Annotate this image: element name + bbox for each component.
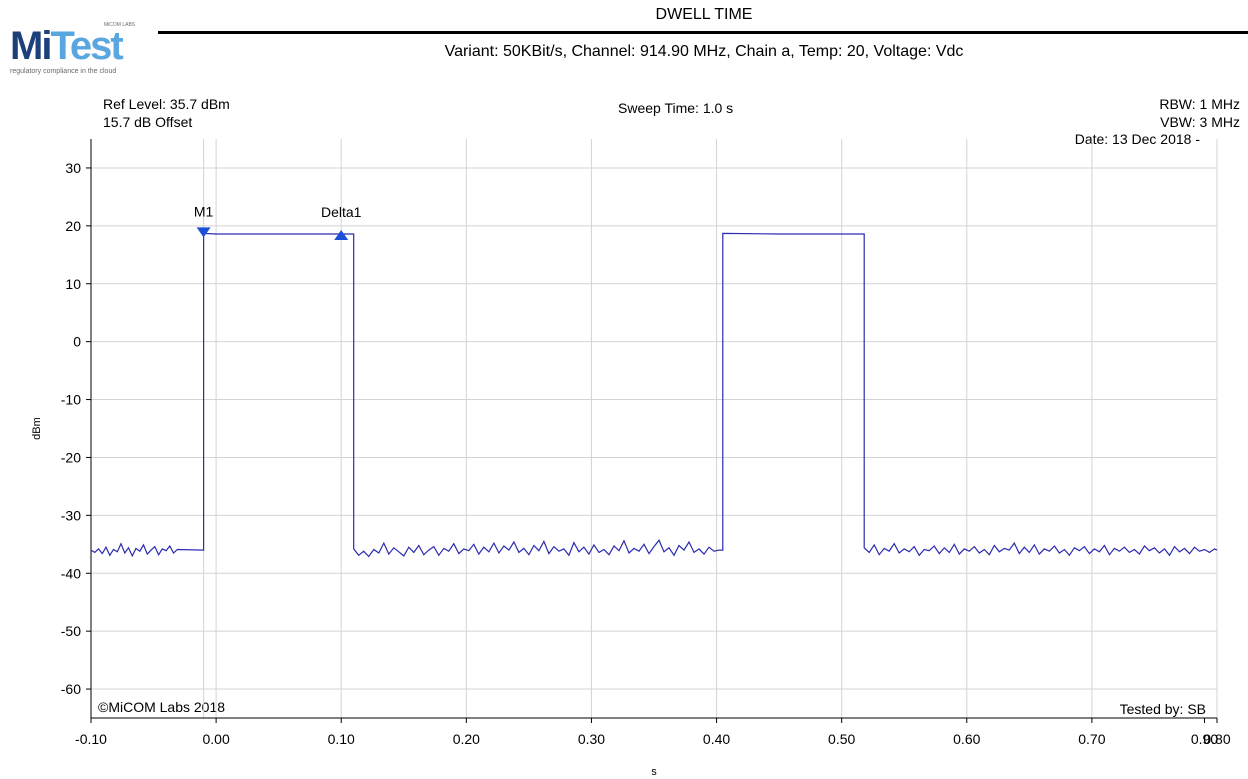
rbw-label: RBW: 1 MHz: [1159, 96, 1240, 112]
sweep-time: Sweep Time: 1.0 s: [618, 100, 734, 116]
x-tick-labels: -0.10 0.00 0.10 0.20 0.30 0.40 0.50 0.60 0.70 0.9…: [75, 718, 1231, 747]
marker-delta1-label: Delta1: [321, 204, 362, 220]
vbw-label: VBW: 3 MHz: [1160, 114, 1240, 130]
logo-tagline: regulatory compliance in the cloud: [10, 68, 117, 75]
logo-sub: MiCOM LABS: [104, 22, 136, 28]
x-tick-label: 0.80: [1203, 731, 1230, 747]
x-tick-label: 0.20: [453, 731, 480, 747]
chart-title: DWELL TIME: [655, 6, 753, 23]
y-tick-label: 20: [65, 218, 81, 234]
x-tick-label: 0.40: [703, 731, 730, 747]
y-tick-label: 30: [65, 160, 81, 176]
mitest-logo: MiTest MiCOM LABS regulatory compliance …: [8, 8, 158, 78]
x-tick-label: 0.70: [1078, 731, 1105, 747]
header-divider: [158, 31, 1248, 34]
chart-grid: [90, 139, 1218, 718]
x-tick-label: 0.90: [1191, 731, 1218, 747]
chart-subtitle: Variant: 50KBit/s, Channel: 914.90 MHz, …: [444, 43, 964, 60]
marker-delta1-triangle: [334, 229, 349, 240]
logo-wordmark: MiTest: [10, 24, 124, 68]
y-tick-label: -20: [61, 449, 81, 465]
x-tick-label: 0.50: [828, 731, 855, 747]
chart-markers: M1 Delta1: [194, 203, 362, 240]
y-tick-label: -60: [61, 681, 81, 697]
date-label: Date: 13 Dec 2018 -: [1074, 131, 1200, 147]
ref-level: Ref Level: 35.7 dBm: [103, 96, 230, 112]
tested-by-label: Tested by: SB: [1119, 701, 1206, 717]
offset-label: 15.7 dB Offset: [103, 114, 193, 130]
x-axis-label: s: [651, 766, 657, 778]
series-line: [90, 232, 1218, 558]
y-tick-label: 10: [65, 276, 81, 292]
y-tick-label: -40: [61, 565, 81, 581]
x-tick-label: 0.60: [953, 731, 980, 747]
marker-m1-label: M1: [194, 203, 214, 219]
y-tick-label: -30: [61, 507, 81, 523]
chart-axes: [90, 139, 1217, 719]
x-tick-label: 0.10: [328, 731, 355, 747]
x-tick-label: 0.00: [202, 731, 229, 747]
x-tick-label: -0.10: [75, 731, 107, 747]
x-tick-label: 0.30: [578, 731, 605, 747]
y-axis-label: dBm: [31, 417, 43, 440]
y-tick-labels: 30 20 10 0 -10 -20 -30 -40 -50 -60: [61, 160, 91, 697]
y-tick-label: -50: [61, 623, 81, 639]
y-tick-label: -10: [61, 392, 81, 408]
marker-m1-triangle: [196, 227, 211, 238]
copyright-label: ©MiCOM Labs 2018: [98, 699, 226, 715]
y-tick-label: 0: [73, 334, 81, 350]
